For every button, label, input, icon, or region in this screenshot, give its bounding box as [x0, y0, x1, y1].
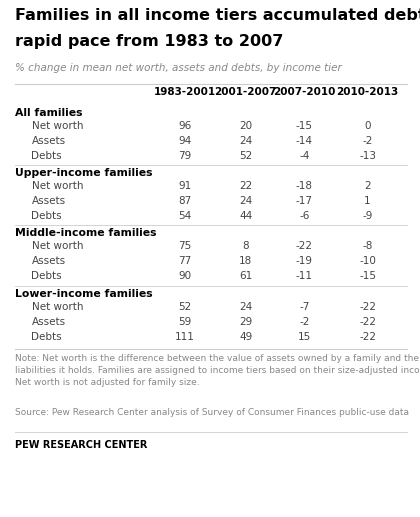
Text: 59: 59 — [178, 317, 192, 327]
Text: 77: 77 — [178, 256, 192, 266]
Text: 2001-2007: 2001-2007 — [215, 87, 277, 97]
Text: 8: 8 — [242, 241, 249, 251]
Text: 52: 52 — [239, 151, 252, 161]
Text: Assets: Assets — [32, 196, 66, 206]
Text: 2007-2010: 2007-2010 — [273, 87, 336, 97]
Text: Upper-income families: Upper-income families — [15, 168, 152, 178]
Text: Net worth: Net worth — [32, 241, 83, 251]
Text: Lower-income families: Lower-income families — [15, 289, 152, 299]
Text: -22: -22 — [359, 332, 376, 342]
Text: 87: 87 — [178, 196, 192, 206]
Text: -7: -7 — [299, 302, 310, 312]
Text: 75: 75 — [178, 241, 192, 251]
Text: 24: 24 — [239, 302, 252, 312]
Text: 22: 22 — [239, 181, 252, 191]
Text: -22: -22 — [359, 317, 376, 327]
Text: -8: -8 — [362, 241, 373, 251]
Text: 24: 24 — [239, 136, 252, 146]
Text: -11: -11 — [296, 271, 313, 281]
Text: -9: -9 — [362, 211, 373, 221]
Text: 79: 79 — [178, 151, 192, 161]
Text: Net worth: Net worth — [32, 181, 83, 191]
Text: 24: 24 — [239, 196, 252, 206]
Text: Debts: Debts — [32, 151, 62, 161]
Text: 20: 20 — [239, 121, 252, 131]
Text: 1983-2001: 1983-2001 — [154, 87, 216, 97]
Text: 91: 91 — [178, 181, 192, 191]
Text: 96: 96 — [178, 121, 192, 131]
Text: 1: 1 — [364, 196, 371, 206]
Text: Debts: Debts — [32, 211, 62, 221]
Text: Families in all income tiers accumulated debt at a: Families in all income tiers accumulated… — [15, 8, 420, 23]
Text: PEW RESEARCH CENTER: PEW RESEARCH CENTER — [15, 440, 147, 450]
Text: 94: 94 — [178, 136, 192, 146]
Text: 29: 29 — [239, 317, 252, 327]
Text: -4: -4 — [299, 151, 310, 161]
Text: Debts: Debts — [32, 332, 62, 342]
Text: -10: -10 — [359, 256, 376, 266]
Text: Middle-income families: Middle-income families — [15, 228, 156, 238]
Text: -22: -22 — [296, 241, 313, 251]
Text: 54: 54 — [178, 211, 192, 221]
Text: -2: -2 — [299, 317, 310, 327]
Text: -15: -15 — [359, 271, 376, 281]
Text: 49: 49 — [239, 332, 252, 342]
Text: Net worth: Net worth — [32, 302, 83, 312]
Text: -17: -17 — [296, 196, 313, 206]
Text: 15: 15 — [298, 332, 311, 342]
Text: -6: -6 — [299, 211, 310, 221]
Text: 44: 44 — [239, 211, 252, 221]
Text: 18: 18 — [239, 256, 252, 266]
Text: 0: 0 — [364, 121, 371, 131]
Text: -19: -19 — [296, 256, 313, 266]
Text: -14: -14 — [296, 136, 313, 146]
Text: -15: -15 — [296, 121, 313, 131]
Text: All families: All families — [15, 108, 82, 118]
Text: rapid pace from 1983 to 2007: rapid pace from 1983 to 2007 — [15, 34, 283, 49]
Text: 52: 52 — [178, 302, 192, 312]
Text: -18: -18 — [296, 181, 313, 191]
Text: -22: -22 — [359, 302, 376, 312]
Text: Source: Pew Research Center analysis of Survey of Consumer Finances public-use d: Source: Pew Research Center analysis of … — [15, 408, 409, 417]
Text: Assets: Assets — [32, 256, 66, 266]
Text: 90: 90 — [178, 271, 192, 281]
Text: 61: 61 — [239, 271, 252, 281]
Text: 111: 111 — [175, 332, 195, 342]
Text: Note: Net worth is the difference between the value of assets owned by a family : Note: Net worth is the difference betwee… — [15, 354, 420, 387]
Text: 2010-2013: 2010-2013 — [336, 87, 399, 97]
Text: Assets: Assets — [32, 136, 66, 146]
Text: -13: -13 — [359, 151, 376, 161]
Text: 2: 2 — [364, 181, 371, 191]
Text: Assets: Assets — [32, 317, 66, 327]
Text: % change in mean net worth, assets and debts, by income tier: % change in mean net worth, assets and d… — [15, 63, 341, 73]
Text: Net worth: Net worth — [32, 121, 83, 131]
Text: Debts: Debts — [32, 271, 62, 281]
Text: -2: -2 — [362, 136, 373, 146]
